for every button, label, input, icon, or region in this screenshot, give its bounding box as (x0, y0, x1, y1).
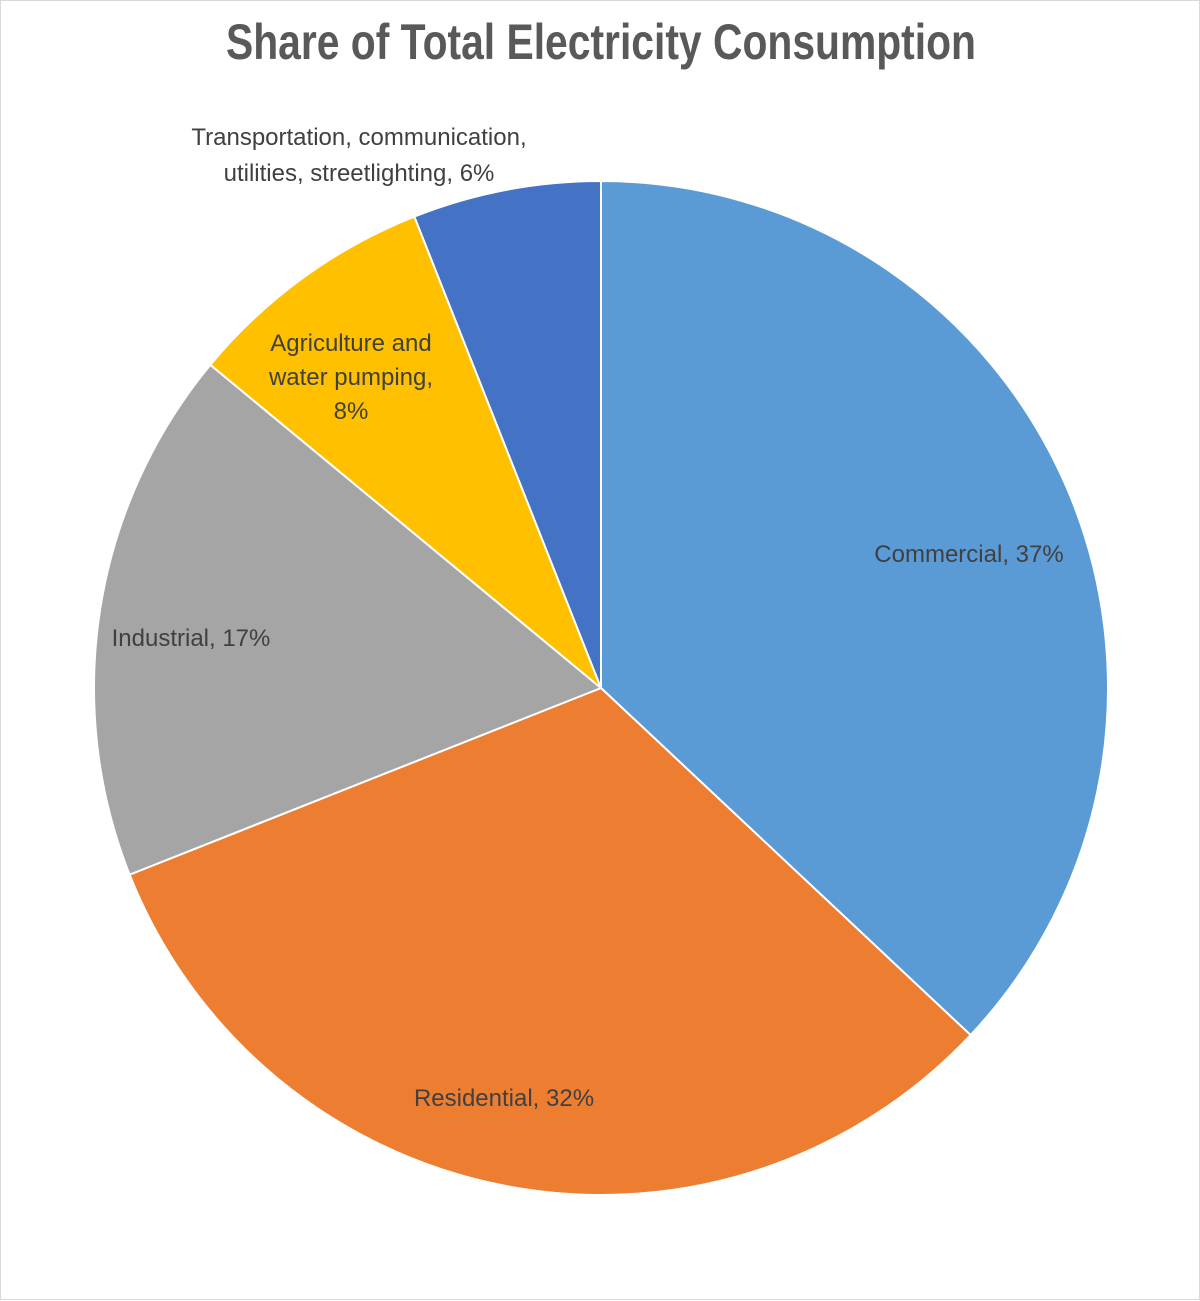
chart-title: Share of Total Electricity Consumption (226, 14, 976, 70)
data-label: Residential, 32% (414, 1085, 594, 1112)
pie-slice-industrial (93, 363, 603, 876)
data-label-line: utilities, streetlighting, 6% (224, 160, 495, 187)
data-label-line: Agriculture and (270, 330, 431, 357)
data-label: Transportation, communication, utilities,… (191, 124, 526, 187)
data-label: Agriculture and water pumping, 8% (268, 330, 433, 425)
data-label-line: water pumping, (268, 364, 433, 391)
pie-slice-residential (128, 686, 973, 1196)
data-label-line: Residential, 32% (414, 1085, 594, 1112)
pie-slice-agriculture-and-water-pumping (208, 215, 602, 689)
data-label-line: 8% (334, 398, 369, 425)
data-label: Commercial, 37% (874, 541, 1063, 568)
data-label: Industrial, 17% (112, 625, 271, 652)
pie-slice-transportation-communication-utilities-streetlighting (413, 179, 602, 689)
data-label-line: Industrial, 17% (112, 625, 271, 652)
data-label-line: Transportation, communication, (191, 124, 526, 151)
pie-slice-commercial (600, 179, 1109, 1037)
data-label-line: Commercial, 37% (874, 541, 1063, 568)
